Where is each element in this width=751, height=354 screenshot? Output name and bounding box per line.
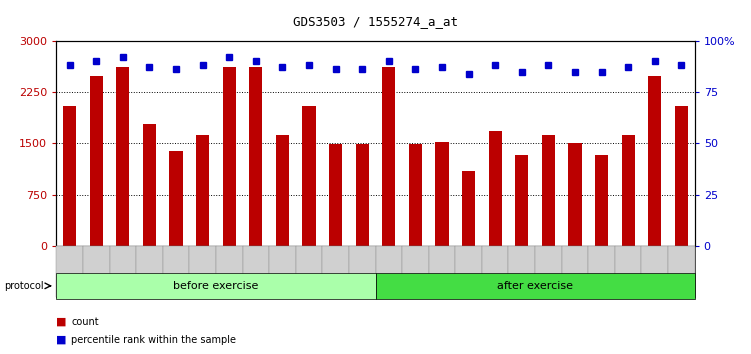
Text: ■: ■ xyxy=(56,335,67,345)
Bar xyxy=(674,106,688,246)
Bar xyxy=(329,144,342,246)
Text: percentile rank within the sample: percentile rank within the sample xyxy=(71,335,237,345)
Bar xyxy=(196,135,210,246)
Bar xyxy=(276,135,289,246)
Bar xyxy=(462,171,475,246)
Bar xyxy=(355,144,369,246)
Bar xyxy=(595,155,608,246)
Text: count: count xyxy=(71,317,99,327)
Bar xyxy=(436,142,448,246)
Bar xyxy=(515,155,529,246)
Bar xyxy=(89,76,103,246)
Bar xyxy=(143,124,156,246)
Text: before exercise: before exercise xyxy=(173,281,258,291)
Bar xyxy=(382,67,396,246)
Bar xyxy=(249,67,262,246)
Bar xyxy=(222,67,236,246)
Bar xyxy=(541,135,555,246)
Bar xyxy=(63,106,77,246)
Text: GDS3503 / 1555274_a_at: GDS3503 / 1555274_a_at xyxy=(293,15,458,28)
Text: ■: ■ xyxy=(56,317,67,327)
Bar xyxy=(489,131,502,246)
Bar xyxy=(409,144,422,246)
Bar xyxy=(170,151,182,246)
Text: after exercise: after exercise xyxy=(497,281,573,291)
Bar xyxy=(569,143,581,246)
Bar xyxy=(648,76,662,246)
Bar xyxy=(303,106,315,246)
Bar xyxy=(622,135,635,246)
Text: protocol: protocol xyxy=(4,281,44,291)
Bar xyxy=(116,67,129,246)
